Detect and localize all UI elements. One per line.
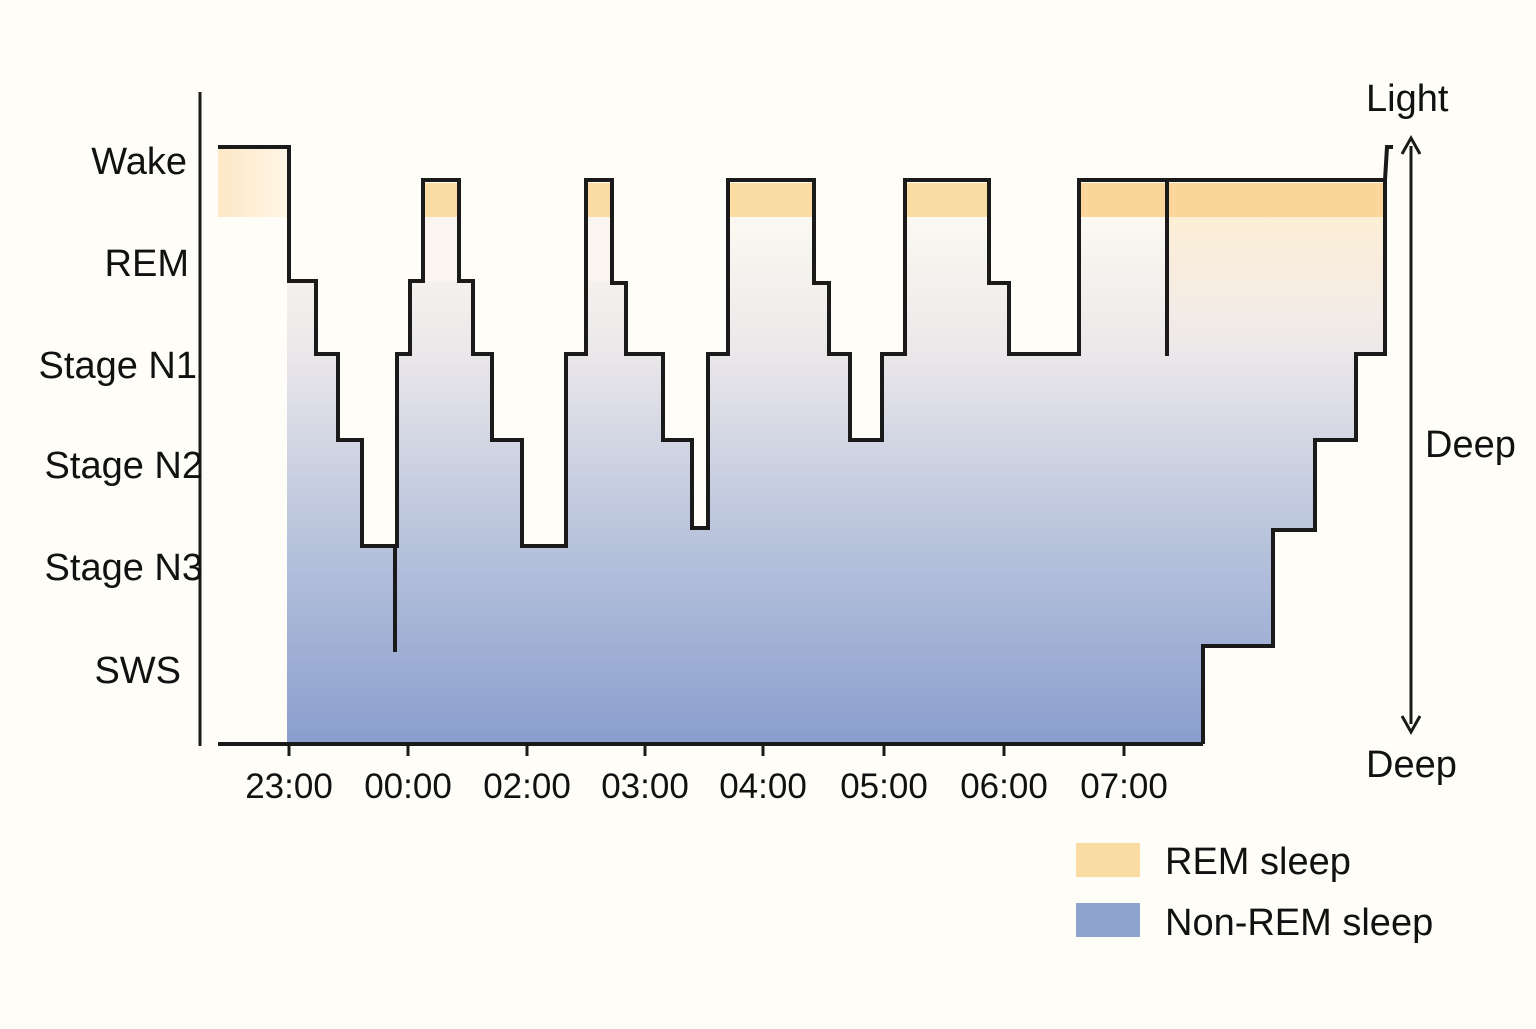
legend-label-non-rem: Non-REM sleep bbox=[1165, 902, 1433, 944]
hypnogram-line bbox=[218, 145, 1393, 744]
x-tick-labels: 23:00 00:00 02:00 03:00 04:00 05:00 06:00 07:00 bbox=[245, 767, 1168, 806]
non-rem-area bbox=[287, 217, 1385, 744]
final-light-block bbox=[1167, 217, 1385, 354]
x-tick-label-7: 07:00 bbox=[1080, 767, 1168, 806]
y-stage-labels: Wake REM Stage N1 Stage N2 Stage N3 SWS bbox=[39, 141, 203, 692]
x-tick-label-2: 02:00 bbox=[483, 767, 571, 806]
rem-band-3 bbox=[728, 183, 814, 217]
x-tick-label-4: 04:00 bbox=[719, 767, 807, 806]
arrow-up-icon bbox=[1400, 134, 1422, 155]
y-label-sws: SWS bbox=[94, 650, 181, 692]
rem-band-5 bbox=[1079, 183, 1385, 217]
scale-bottom-label: Deep bbox=[1366, 744, 1457, 786]
x-tick-label-6: 06:00 bbox=[960, 767, 1048, 806]
legend-label-rem: REM sleep bbox=[1165, 841, 1351, 883]
scale-top-label: Light bbox=[1366, 78, 1449, 120]
rem-band-4 bbox=[905, 183, 989, 217]
wake-area bbox=[218, 147, 289, 217]
rem-band-2 bbox=[586, 183, 612, 217]
depth-scale: Light Deep Deep bbox=[1366, 78, 1516, 786]
x-tick-label-0: 23:00 bbox=[245, 767, 333, 806]
x-tick-label-5: 05:00 bbox=[840, 767, 928, 806]
light-transition-area bbox=[423, 217, 612, 281]
y-label-stage-n3: Stage N3 bbox=[45, 547, 203, 589]
legend: REM sleep Non-REM sleep bbox=[1076, 841, 1433, 944]
x-tick-label-3: 03:00 bbox=[601, 767, 689, 806]
scale-middle-label: Deep bbox=[1425, 424, 1516, 466]
arrow-down-icon bbox=[1400, 715, 1422, 736]
rem-bands bbox=[423, 183, 1385, 217]
rem-band-1 bbox=[423, 183, 459, 217]
y-label-rem: REM bbox=[105, 243, 189, 285]
y-label-wake: Wake bbox=[91, 141, 187, 183]
x-ticks bbox=[287, 744, 1126, 756]
legend-swatch-non-rem bbox=[1076, 903, 1140, 937]
x-tick-label-1: 00:00 bbox=[364, 767, 452, 806]
y-label-stage-n1: Stage N1 bbox=[39, 345, 197, 387]
y-label-stage-n2: Stage N2 bbox=[45, 445, 203, 487]
legend-swatch-rem bbox=[1076, 843, 1140, 877]
